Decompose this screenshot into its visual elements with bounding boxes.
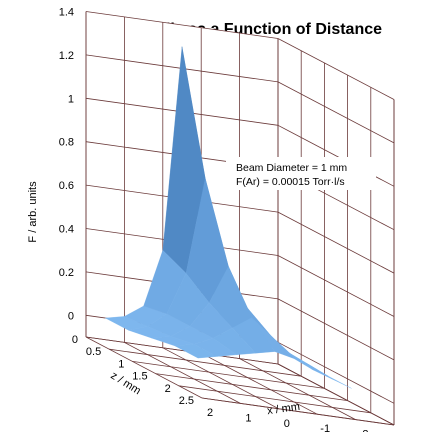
grid-line-floor-x [201,352,318,415]
grid-line-floor-z [132,361,325,389]
surface-plot [104,46,352,389]
grid-line-floor-z [201,397,395,426]
f-tick-label: 1.4 [59,7,74,19]
grid-line-floor-z [109,348,302,377]
grid-line-side-f [277,298,395,361]
grid-line-floor-z [155,373,348,401]
grid-line-floor-x [162,347,279,410]
floor [86,337,394,425]
grid-line-floor-x [124,342,241,404]
grid-line-floor-x [239,358,356,420]
tick-labels: 00.20.40.60.811.21.400.511.522.5210-1-2-… [59,7,369,432]
annotation-line-2: F(Ar) = 0.00015 Torr·l/s [236,176,345,188]
f-tick-label: 1 [68,93,74,105]
grid-line-floor-z [85,336,279,365]
grid-line-floor-x [85,336,203,399]
f-tick-label: 0.8 [59,137,74,149]
grid-line-floor-x [277,363,395,426]
grid-line-side-f [277,341,395,404]
z-tick-label: 1 [118,358,124,370]
f-tick-label: 0.2 [59,267,74,279]
grid-line-back-f [85,11,279,39]
z-tick-label: 2 [165,383,171,395]
grid-line-side-f [277,81,395,144]
grid-line-side-f [277,255,395,317]
x-tick-label: 1 [245,412,251,424]
x-tick-label: -2 [359,429,369,432]
z-tick-label: 0.5 [86,346,101,358]
z-axis-label: F / arb. units [27,181,39,243]
annotation-background [226,157,376,190]
x-tick-label: 0 [284,418,290,430]
annotation-box: Beam Diameter = 1 mm F(Ar) = 0.00015 Tor… [226,157,376,190]
z-tick-label: 2.5 [179,395,194,407]
f-tick-label: 1.2 [59,50,74,62]
back-wall-right [278,38,394,425]
surface-facet [212,327,256,355]
z-tick-label: 0 [72,334,78,346]
grid-line-floor-z [178,385,371,414]
annotation-line-1: Beam Diameter = 1 mm [236,162,347,174]
x-axis-label: x / mm [266,401,300,417]
z-tick-label: 1.5 [132,371,147,383]
f-tick-label: 0.4 [59,224,74,236]
f-tick-label: 0 [68,310,74,322]
x-tick-label: -1 [320,423,330,432]
grid-line-side-f [277,38,395,100]
f-tick-label: 0.6 [59,180,74,192]
x-tick-label: 2 [207,407,213,419]
grid-line-side-f [277,211,395,274]
